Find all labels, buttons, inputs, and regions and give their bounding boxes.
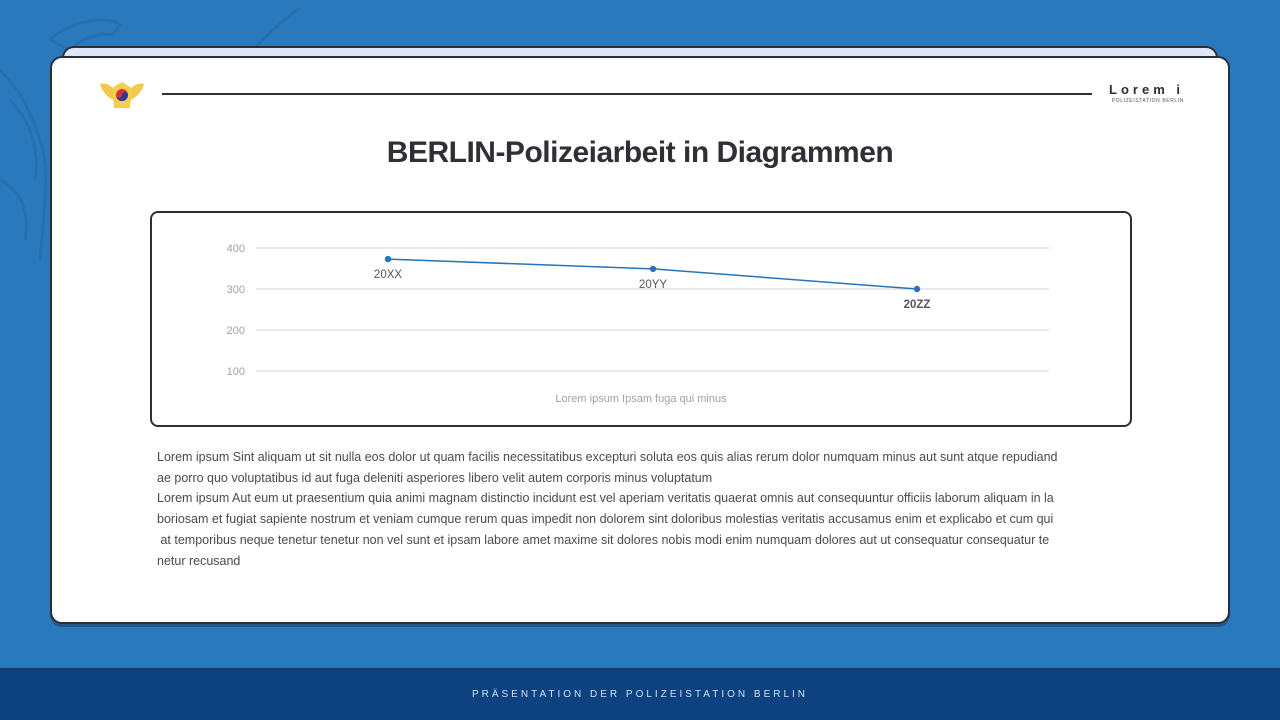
data-label: 20ZZ bbox=[904, 299, 931, 311]
chart-canvas: 100 200 300 400 20XX 20YY 20ZZ Lorem ipsum Ipsa… bbox=[227, 243, 1049, 405]
data-label: 20YY bbox=[639, 279, 667, 291]
data-label: 20XX bbox=[374, 269, 402, 281]
brand-subtitle: POLIZEISTATION BERLIN bbox=[1111, 98, 1184, 104]
brand-name: Lorem i bbox=[1109, 82, 1184, 97]
body-paragraph: Lorem ipsum Sint aliquam ut sit nulla eo… bbox=[157, 450, 1058, 568]
y-tick-label: 200 bbox=[227, 325, 245, 337]
line-chart: 100 200 300 400 20XX 20YY 20ZZ Lorem ipsum Ipsa… bbox=[150, 211, 1132, 427]
x-axis-label: Lorem ipsum Ipsam fuga qui minus bbox=[555, 393, 727, 405]
police-emblem-icon bbox=[100, 82, 144, 108]
brand-block: Lorem i POLIZEISTATION BERLIN bbox=[1109, 82, 1184, 104]
data-point bbox=[649, 265, 657, 273]
footer-bar: PRÄSENTATION DER POLIZEISTATION BERLIN bbox=[0, 668, 1280, 720]
header-divider bbox=[162, 93, 1092, 95]
y-tick-label: 100 bbox=[227, 366, 245, 378]
slide-card: Lorem i POLIZEISTATION BERLIN BERLIN-Pol… bbox=[50, 56, 1230, 624]
y-tick-label: 300 bbox=[227, 284, 245, 296]
data-point bbox=[913, 285, 921, 293]
page-title: BERLIN-Polizeiarbeit in Diagrammen bbox=[386, 136, 894, 169]
data-point bbox=[384, 255, 392, 263]
footer-text: PRÄSENTATION DER POLIZEISTATION BERLIN bbox=[471, 689, 809, 700]
y-tick-label: 400 bbox=[227, 243, 245, 255]
